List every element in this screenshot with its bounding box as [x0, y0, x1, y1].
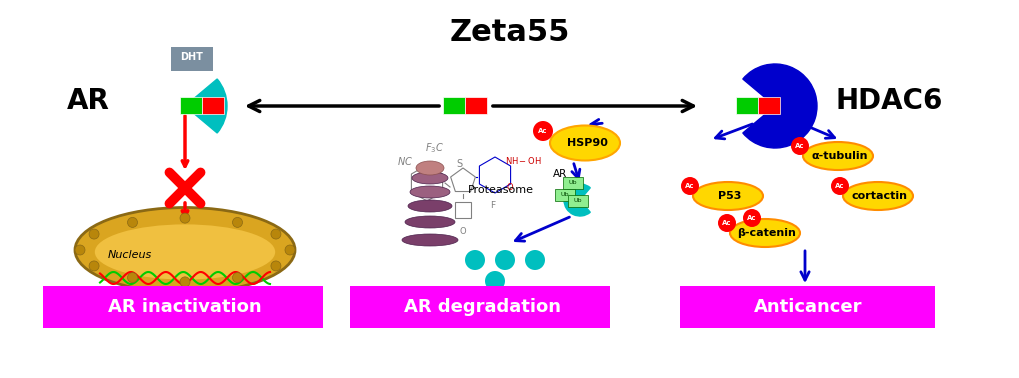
Wedge shape [742, 64, 816, 148]
Text: $NC$: $NC$ [396, 155, 413, 167]
FancyBboxPatch shape [43, 286, 323, 328]
Text: AR degradation: AR degradation [404, 297, 560, 316]
Ellipse shape [95, 225, 275, 280]
Circle shape [127, 217, 138, 228]
Circle shape [271, 261, 280, 271]
Ellipse shape [408, 200, 451, 212]
Text: Ac: Ac [747, 215, 756, 221]
Ellipse shape [549, 125, 620, 161]
FancyBboxPatch shape [562, 177, 583, 189]
Circle shape [494, 250, 515, 270]
FancyBboxPatch shape [179, 98, 202, 115]
Text: AR: AR [66, 87, 109, 115]
Text: HDAC6: HDAC6 [835, 87, 942, 115]
Circle shape [790, 137, 808, 155]
Circle shape [681, 177, 698, 195]
Text: $F_3C$: $F_3C$ [425, 141, 444, 155]
Circle shape [127, 273, 138, 283]
Text: Ac: Ac [835, 183, 844, 189]
Text: HSP90: HSP90 [566, 138, 607, 148]
Text: Proteasome: Proteasome [468, 185, 534, 195]
Ellipse shape [401, 234, 458, 246]
Text: β-catenin: β-catenin [737, 228, 796, 238]
Wedge shape [184, 79, 227, 133]
FancyBboxPatch shape [736, 98, 757, 115]
Ellipse shape [730, 219, 799, 247]
Circle shape [232, 217, 243, 228]
Text: F: F [490, 200, 495, 209]
FancyBboxPatch shape [171, 47, 213, 71]
Text: O: O [460, 228, 466, 237]
Ellipse shape [802, 142, 872, 170]
FancyBboxPatch shape [568, 195, 587, 207]
Text: O: O [506, 183, 513, 192]
Circle shape [284, 245, 294, 255]
Text: P53: P53 [717, 191, 741, 201]
Wedge shape [564, 184, 590, 216]
Circle shape [465, 250, 484, 270]
Circle shape [271, 229, 280, 239]
Text: Ac: Ac [721, 220, 731, 226]
Ellipse shape [412, 172, 447, 184]
FancyBboxPatch shape [680, 286, 934, 328]
Text: S: S [455, 159, 462, 169]
FancyBboxPatch shape [442, 98, 465, 115]
Circle shape [179, 277, 190, 287]
FancyBboxPatch shape [757, 98, 780, 115]
Text: AR: AR [552, 169, 567, 179]
Text: Anticancer: Anticancer [753, 297, 861, 316]
Text: Ub: Ub [569, 181, 577, 186]
Ellipse shape [842, 182, 912, 210]
Ellipse shape [75, 208, 294, 293]
Circle shape [75, 245, 85, 255]
Text: Ub: Ub [560, 192, 569, 197]
Text: cortactin: cortactin [851, 191, 907, 201]
Text: Nucleus: Nucleus [108, 250, 152, 260]
Circle shape [484, 271, 504, 291]
Text: DHT: DHT [180, 52, 203, 62]
Ellipse shape [405, 216, 454, 228]
FancyBboxPatch shape [465, 98, 486, 115]
Circle shape [525, 250, 544, 270]
Text: $\mathregular{NH-OH}$: $\mathregular{NH-OH}$ [504, 155, 541, 166]
Circle shape [830, 177, 848, 195]
Circle shape [717, 214, 736, 232]
Circle shape [533, 121, 552, 141]
Text: Ac: Ac [538, 128, 547, 134]
Ellipse shape [410, 186, 449, 198]
FancyBboxPatch shape [554, 189, 575, 201]
Circle shape [89, 261, 99, 271]
Circle shape [232, 273, 243, 283]
Text: AR inactivation: AR inactivation [108, 297, 262, 316]
Ellipse shape [416, 161, 443, 175]
Text: α-tubulin: α-tubulin [811, 151, 867, 161]
Circle shape [89, 229, 99, 239]
Ellipse shape [692, 182, 762, 210]
Text: Ub: Ub [573, 198, 582, 203]
FancyBboxPatch shape [202, 98, 224, 115]
FancyBboxPatch shape [350, 286, 609, 328]
Circle shape [742, 209, 760, 227]
Text: Ac: Ac [685, 183, 694, 189]
Text: Ac: Ac [795, 143, 804, 149]
Circle shape [179, 213, 190, 223]
Text: Zeta55: Zeta55 [449, 18, 570, 47]
